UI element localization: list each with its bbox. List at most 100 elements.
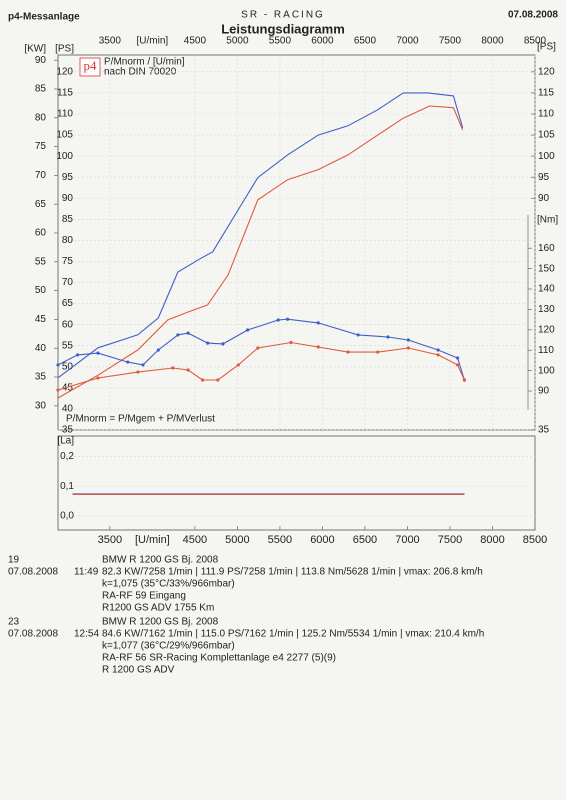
ps-tick-label-right: 35 bbox=[538, 425, 550, 436]
header-date: 07.08.2008 bbox=[508, 10, 558, 21]
series-marker bbox=[276, 318, 280, 322]
ps-tick-label: 60 bbox=[62, 319, 74, 330]
series-marker bbox=[386, 335, 390, 339]
x-tick-label: 8500 bbox=[523, 534, 547, 546]
series-marker bbox=[256, 346, 260, 350]
ps-tick-label-right: 120 bbox=[538, 66, 555, 77]
legend-text: P/Mnorm / [U/min] bbox=[104, 57, 185, 68]
nm-tick-label: 120 bbox=[538, 324, 555, 335]
kw-tick-label: 80 bbox=[35, 112, 47, 123]
formula: P/Mnorm = P/Mgem + P/MVerlust bbox=[66, 414, 215, 425]
series-marker bbox=[376, 350, 380, 354]
x-tick-label-top: 7000 bbox=[396, 36, 419, 47]
series-marker bbox=[206, 341, 210, 345]
kw-tick-label: 55 bbox=[35, 256, 47, 267]
x-tick-label-top: 6500 bbox=[354, 36, 377, 47]
series-marker bbox=[75, 353, 80, 357]
nm-tick-label: 100 bbox=[538, 365, 555, 376]
series-marker bbox=[406, 338, 410, 342]
series-marker bbox=[186, 368, 190, 372]
x-tick-label-top: 5000 bbox=[226, 36, 249, 47]
ps-tick-label-right: 100 bbox=[538, 151, 555, 162]
series-marker bbox=[200, 378, 205, 382]
run-model: BMW R 1200 GS Bj. 2008 bbox=[102, 617, 219, 628]
header-left: p4-Messanlage bbox=[8, 12, 80, 23]
series-marker bbox=[126, 360, 130, 364]
series-line bbox=[57, 92, 464, 379]
kw-tick-label: 50 bbox=[35, 285, 47, 296]
x-tick-label: 8000 bbox=[480, 534, 504, 546]
x-tick-label: 5500 bbox=[268, 534, 292, 546]
x-tick-label: 3500 bbox=[98, 534, 122, 546]
series-marker bbox=[246, 328, 250, 332]
x-tick-label: 5000 bbox=[225, 534, 249, 546]
ps-tick-label-right: 110 bbox=[538, 109, 554, 120]
series-marker bbox=[346, 350, 350, 354]
ps-tick-label: 85 bbox=[62, 214, 74, 225]
run-time: 12:54 bbox=[74, 629, 99, 640]
ps-tick-label: 65 bbox=[62, 298, 74, 309]
ps-tick-label-right: 95 bbox=[538, 172, 550, 183]
series-marker bbox=[136, 370, 140, 374]
run-result: 82.3 KW/7258 1/min | 111.9 PS/7258 1/min… bbox=[102, 567, 483, 578]
kw-tick-label: 70 bbox=[35, 170, 47, 181]
x-axis-label: [U/min] bbox=[135, 534, 170, 546]
run-note: RA-RF 59 Eingang bbox=[102, 591, 186, 602]
run-number: 19 bbox=[8, 555, 20, 566]
kw-tick-label: 75 bbox=[35, 141, 47, 152]
header-title: Leistungsdiagramm bbox=[221, 21, 345, 36]
series-line bbox=[57, 318, 465, 381]
run-result: 84.6 KW/7162 1/min | 115.0 PS/7162 1/min… bbox=[102, 629, 484, 640]
x-tick-label-top: 8000 bbox=[481, 36, 504, 47]
run-k: k=1,075 (35°C/33%/966mbar) bbox=[102, 579, 235, 590]
header-company: SR - RACING bbox=[241, 10, 325, 21]
y-tick-label: 0,0 bbox=[60, 511, 74, 522]
run-time: 11:49 bbox=[74, 567, 99, 578]
series-marker bbox=[186, 331, 190, 335]
series-marker bbox=[171, 366, 175, 370]
kw-tick-label: 40 bbox=[35, 343, 47, 354]
run-model: BMW R 1200 GS Bj. 2008 bbox=[102, 555, 219, 566]
run-note: RA-RF 56 SR-Racing Komplettanlage e4 227… bbox=[102, 653, 336, 664]
ps-tick-label: 115 bbox=[57, 88, 73, 99]
x-axis-label-top: [U/min] bbox=[137, 36, 169, 47]
ps-tick-label: 100 bbox=[56, 151, 73, 162]
ps-tick-label: 120 bbox=[56, 66, 73, 77]
series-marker bbox=[406, 346, 410, 350]
x-tick-label: 7500 bbox=[438, 534, 462, 546]
y-tick-label: 0,2 bbox=[60, 451, 74, 462]
kw-tick-label: 45 bbox=[35, 314, 47, 325]
ps-tick-label-right: 115 bbox=[538, 88, 554, 99]
nm-tick-label: 130 bbox=[538, 304, 555, 315]
x-tick-label: 6500 bbox=[353, 534, 377, 546]
run-note: R1200 GS ADV 1755 Km bbox=[102, 603, 214, 614]
ps-tick-label: 75 bbox=[62, 256, 74, 267]
series-marker bbox=[176, 333, 180, 337]
legend-text: nach DIN 70020 bbox=[104, 67, 177, 78]
logo-box bbox=[79, 57, 101, 77]
x-tick-label: 4500 bbox=[183, 534, 207, 546]
run-note: R 1200 GS ADV bbox=[102, 665, 175, 676]
ps-tick-label-right: 105 bbox=[538, 130, 555, 141]
ps-tick-label: 55 bbox=[62, 340, 74, 351]
series-marker bbox=[436, 353, 440, 357]
run-number: 23 bbox=[8, 617, 20, 628]
nm-tick-label: 160 bbox=[538, 243, 555, 254]
ps-tick-label: 80 bbox=[62, 235, 74, 246]
series-marker bbox=[316, 345, 320, 349]
ps-tick-label: 40 bbox=[62, 404, 74, 415]
series-marker bbox=[236, 363, 240, 367]
nm-axis-label: [Nm] bbox=[537, 215, 558, 226]
run-date: 07.08.2008 bbox=[8, 629, 58, 640]
series-marker bbox=[96, 376, 100, 380]
ps-tick-label: 35 bbox=[62, 425, 74, 436]
ps-tick-label: 110 bbox=[57, 109, 73, 120]
series-marker bbox=[356, 333, 360, 337]
kw-tick-label: 35 bbox=[35, 372, 47, 383]
series-marker bbox=[285, 317, 290, 321]
ps-axis-label: [PS] bbox=[55, 44, 74, 55]
kw-tick-label: 60 bbox=[35, 228, 47, 239]
nm-tick-label: 110 bbox=[538, 345, 554, 356]
